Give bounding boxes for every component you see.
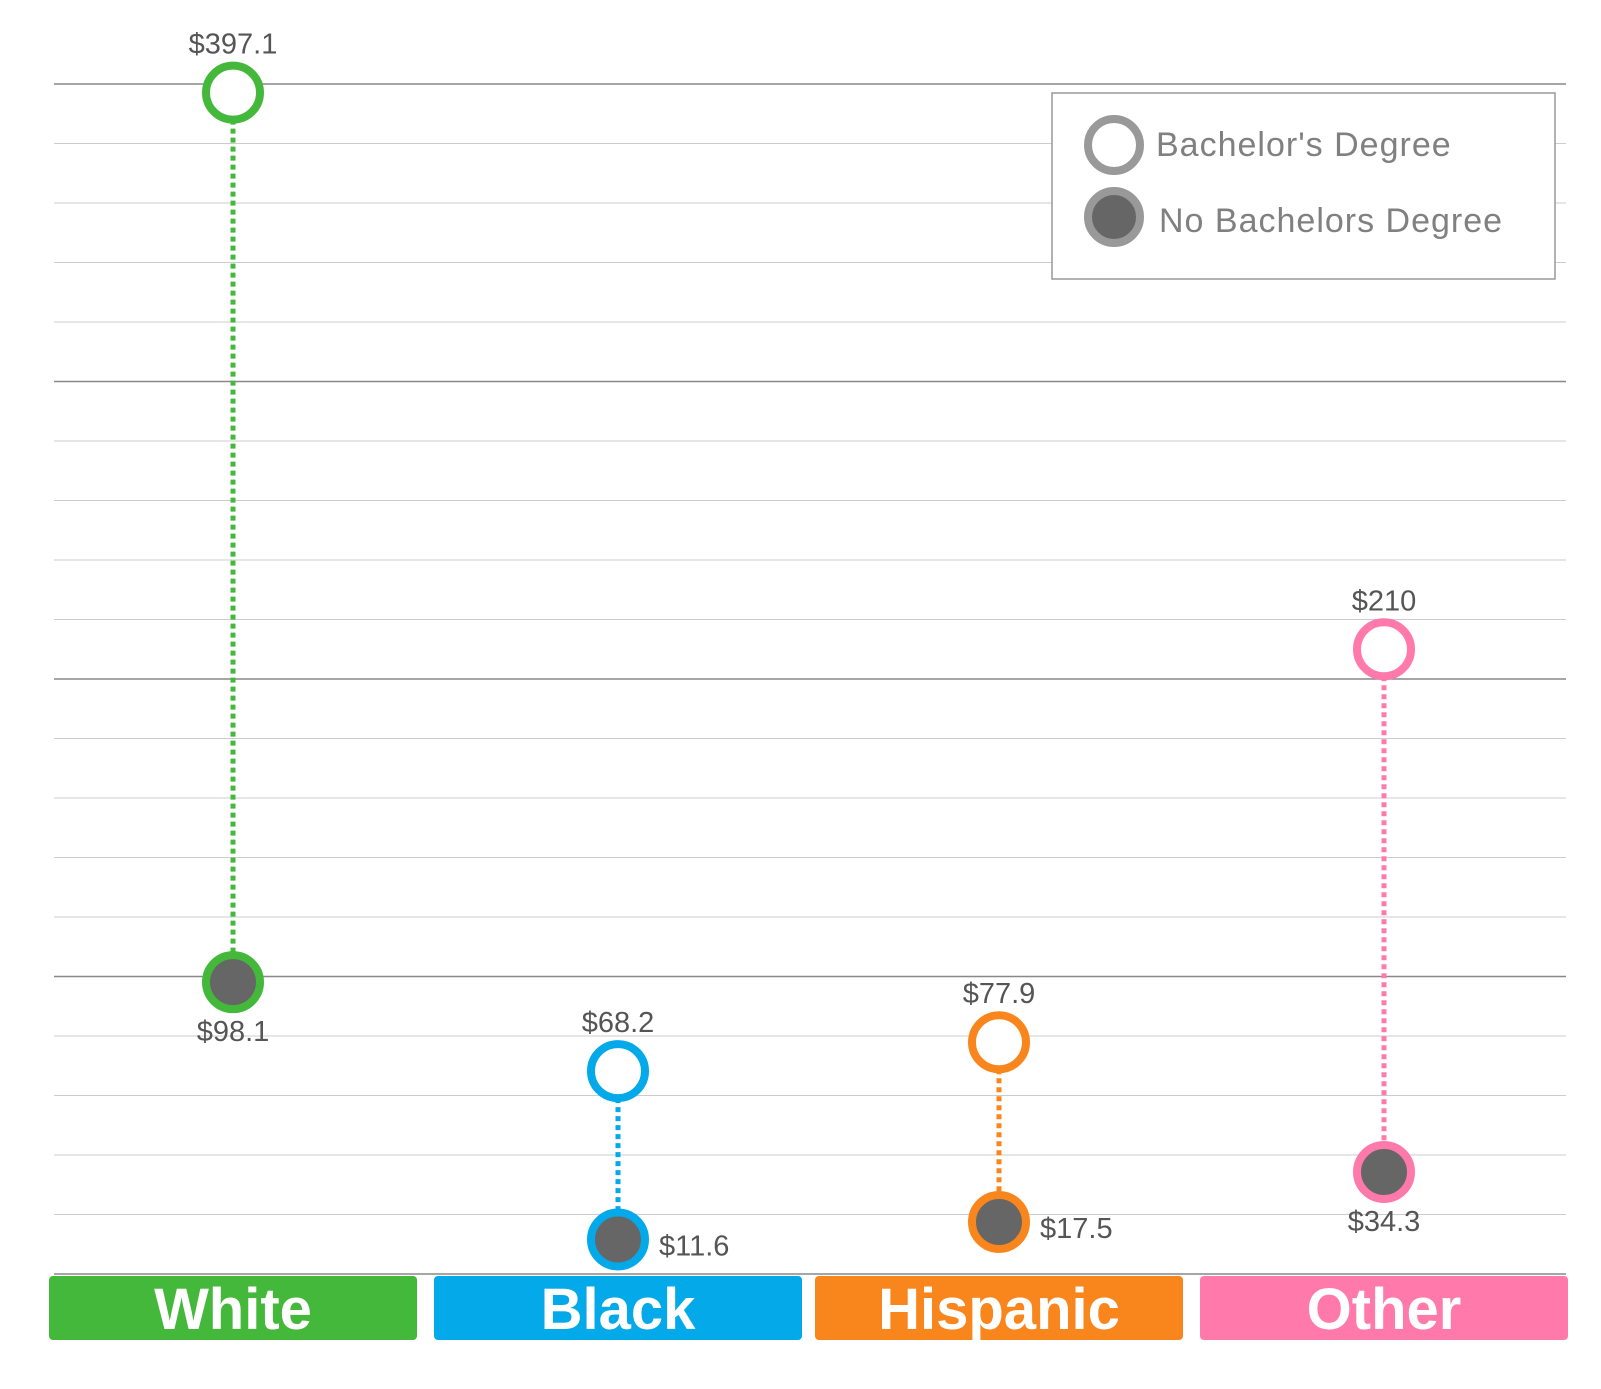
bachelors-marker-other	[1353, 618, 1415, 681]
legend-box	[1051, 92, 1556, 280]
no-bachelors-value-label-white: $98.1	[197, 1016, 270, 1048]
no-bachelors-value-label-other: $34.3	[1348, 1206, 1421, 1238]
bachelors-marker-hispanic	[968, 1011, 1030, 1074]
no-bachelors-value-label-hispanic: $17.5	[1040, 1213, 1113, 1245]
category-label-black: Black	[541, 1277, 697, 1342]
category-bars: White Black Hispanic Other	[49, 1276, 1568, 1342]
category-bar-other	[1200, 1276, 1568, 1340]
bachelors-marker-black	[587, 1040, 649, 1103]
category-bar-black	[434, 1276, 802, 1340]
category-bar-white	[49, 1276, 417, 1340]
no-bachelors-marker-white	[202, 951, 264, 1014]
category-label-other: Other	[1307, 1277, 1462, 1342]
legend-label-no-bachelors: No Bachelors Degree	[1159, 202, 1503, 240]
bachelors-value-label-black: $68.2	[582, 1007, 655, 1039]
legend-hollow-marker-icon	[1084, 115, 1144, 175]
connector-lines	[230, 119, 1387, 1213]
bachelors-marker-white	[202, 61, 264, 124]
bachelors-value-label-other: $210	[1352, 585, 1417, 617]
no-bachelors-marker-black	[587, 1208, 649, 1271]
category-label-white: White	[154, 1277, 312, 1342]
bachelors-value-label-hispanic: $77.9	[963, 978, 1036, 1010]
no-bachelors-marker-other	[1353, 1140, 1415, 1203]
legend-filled-marker-icon	[1084, 187, 1144, 247]
gridlines	[54, 83, 1566, 1275]
legend-label-bachelors: Bachelor's Degree	[1156, 126, 1452, 164]
data-markers	[202, 61, 1415, 1271]
no-bachelors-marker-hispanic	[968, 1190, 1030, 1253]
category-bar-hispanic	[815, 1276, 1183, 1340]
legend: Bachelor's Degree No Bachelors Degree	[1051, 92, 1556, 280]
category-label-hispanic: Hispanic	[878, 1277, 1120, 1342]
bachelors-value-label-white: $397.1	[189, 29, 278, 61]
value-labels: $397.1 $98.1 $68.2 $11.6 $77.9 $17.5 $210 $34.3	[189, 29, 1421, 1263]
no-bachelors-value-label-black: $11.6	[659, 1230, 729, 1262]
